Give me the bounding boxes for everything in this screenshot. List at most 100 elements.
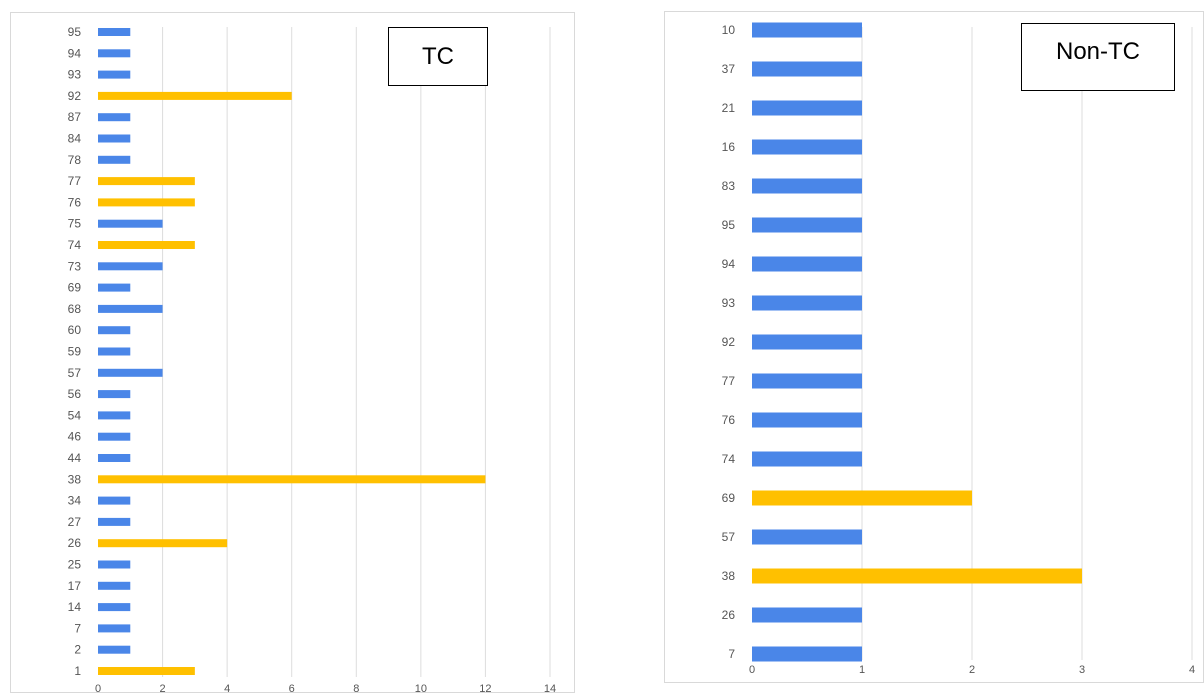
tc-y-tick-label: 27 xyxy=(68,515,82,529)
tc-bar xyxy=(98,219,163,228)
tc-bar xyxy=(98,177,195,186)
tc-y-tick-label: 75 xyxy=(68,217,82,231)
nontc-y-tick-label: 26 xyxy=(722,608,736,622)
nontc-y-tick-label: 77 xyxy=(722,374,736,388)
tc-y-tick-label: 38 xyxy=(68,472,82,486)
tc-bar xyxy=(98,113,131,122)
tc-bar xyxy=(98,560,131,569)
nontc-bar xyxy=(752,334,862,350)
nontc-bar xyxy=(752,178,862,194)
tc-bar xyxy=(98,283,131,292)
tc-bar xyxy=(98,28,131,36)
tc-bar xyxy=(98,581,131,590)
tc-bar xyxy=(98,454,131,462)
tc-bar xyxy=(98,411,131,420)
nontc-bar xyxy=(752,22,862,38)
tc-bar xyxy=(98,262,163,271)
tc-y-tick-label: 92 xyxy=(68,89,82,103)
tc-bar xyxy=(98,667,195,675)
nontc-y-tick-label: 37 xyxy=(722,62,736,76)
tc-bar xyxy=(98,496,131,505)
tc-x-tick-label: 2 xyxy=(160,683,166,694)
nontc-bar xyxy=(752,61,862,77)
nontc-x-tick-label: 3 xyxy=(1079,664,1085,676)
nontc-y-tick-label: 38 xyxy=(722,569,736,583)
nontc-y-tick-label: 21 xyxy=(722,101,736,115)
nontc-x-tick-label: 1 xyxy=(859,664,865,676)
nontc-y-tick-label: 76 xyxy=(722,413,736,427)
tc-y-tick-label: 34 xyxy=(68,494,82,508)
nontc-y-tick-label: 10 xyxy=(722,23,736,37)
tc-x-tick-label: 12 xyxy=(479,683,491,694)
nontc-bar xyxy=(752,529,862,545)
nontc-bar xyxy=(752,646,862,662)
tc-bar xyxy=(98,155,131,164)
tc-bar xyxy=(98,304,163,313)
tc-x-tick-label: 10 xyxy=(415,683,427,694)
tc-x-tick-label: 14 xyxy=(544,683,556,694)
nontc-bar xyxy=(752,451,862,467)
tc-bar xyxy=(98,624,131,633)
tc-y-tick-label: 68 xyxy=(68,302,82,316)
tc-y-tick-label: 54 xyxy=(68,408,82,422)
nontc-bar xyxy=(752,607,862,623)
tc-bar xyxy=(98,241,195,249)
tc-bar xyxy=(98,517,131,526)
nontc-y-tick-label: 16 xyxy=(722,140,736,154)
nontc-bar xyxy=(752,373,862,389)
tc-bar xyxy=(98,49,131,58)
nontc-x-tick-label: 2 xyxy=(969,664,975,676)
nontc-bar xyxy=(752,217,862,233)
tc-x-tick-label: 8 xyxy=(353,683,359,694)
nontc-bar xyxy=(752,412,862,428)
tc-y-tick-label: 46 xyxy=(68,430,82,444)
tc-y-tick-label: 95 xyxy=(68,25,82,39)
tc-y-tick-label: 60 xyxy=(68,323,82,337)
nontc-bar xyxy=(752,256,862,272)
tc-x-tick-label: 6 xyxy=(289,683,295,694)
tc-y-tick-label: 93 xyxy=(68,68,82,82)
tc-bar xyxy=(98,347,131,356)
tc-y-tick-label: 59 xyxy=(68,345,82,359)
tc-bar xyxy=(98,390,131,399)
nontc-y-tick-label: 69 xyxy=(722,491,736,505)
tc-y-tick-label: 17 xyxy=(68,579,82,593)
nontc-bar xyxy=(752,295,862,311)
tc-y-tick-label: 87 xyxy=(68,110,82,124)
tc-bar xyxy=(98,134,131,143)
tc-y-tick-label: 14 xyxy=(68,600,82,614)
tc-chart-panel: 0 2 4 6 8 10 12 14 95 94 93 92 87 84 78 77 76 75 74 73 69 68 6… xyxy=(10,12,575,694)
nontc-chart-panel: 0 1 2 3 4 10 37 21 16 83 95 94 93 92 77 76 74 69 57 38 26 7 xyxy=(664,11,1204,683)
nontc-y-tick-label: 74 xyxy=(722,452,736,466)
nontc-bar xyxy=(752,139,862,155)
nontc-y-tick-label: 93 xyxy=(722,296,736,310)
tc-y-tick-label: 26 xyxy=(68,536,82,550)
nontc-y-tick-label: 92 xyxy=(722,335,736,349)
nontc-bar xyxy=(752,568,1082,584)
tc-y-tick-label: 44 xyxy=(68,451,82,465)
nontc-y-tick-label: 57 xyxy=(722,530,736,544)
tc-chart-title: TC xyxy=(388,27,488,86)
tc-y-tick-label: 84 xyxy=(68,132,82,146)
tc-bar xyxy=(98,91,292,100)
tc-bar xyxy=(98,368,163,377)
tc-y-tick-label: 78 xyxy=(68,153,82,167)
tc-y-tick-label: 77 xyxy=(68,174,82,188)
tc-y-tick-label: 7 xyxy=(74,621,81,635)
tc-y-tick-label: 56 xyxy=(68,387,82,401)
nontc-bar xyxy=(752,100,862,116)
tc-bar xyxy=(98,432,131,441)
nontc-x-tick-label: 4 xyxy=(1189,664,1195,676)
tc-chart-svg: 0 2 4 6 8 10 12 1495949392878478777675747369686… xyxy=(68,25,556,694)
nontc-bar xyxy=(752,490,972,506)
tc-bar xyxy=(98,475,486,484)
tc-bar xyxy=(98,603,131,612)
nontc-x-tick-label: 0 xyxy=(749,664,755,676)
tc-y-tick-label: 57 xyxy=(68,366,82,380)
tc-y-tick-label: 94 xyxy=(68,46,82,60)
tc-y-tick-label: 73 xyxy=(68,259,82,273)
tc-bar xyxy=(98,326,131,335)
tc-y-tick-label: 2 xyxy=(74,643,81,657)
nontc-y-tick-label: 94 xyxy=(722,257,736,271)
nontc-y-tick-label: 83 xyxy=(722,179,736,193)
